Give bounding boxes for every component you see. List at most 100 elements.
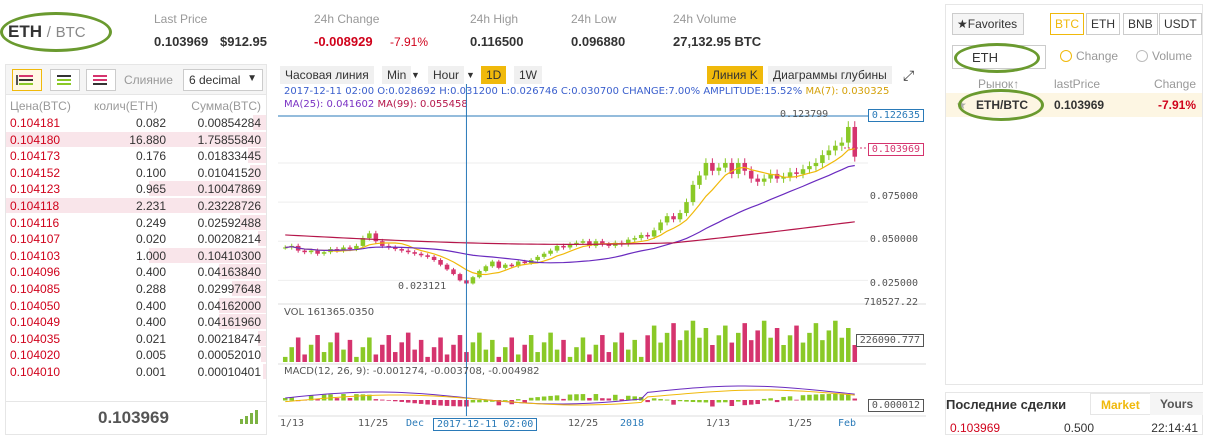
volume-bar xyxy=(451,344,456,362)
volume-bar xyxy=(748,340,754,362)
candle xyxy=(554,245,560,251)
sort-change-radio[interactable]: Change xyxy=(1060,49,1118,63)
volume-bar xyxy=(761,320,767,362)
candle xyxy=(658,222,663,231)
radio-on-icon xyxy=(1060,50,1072,62)
both-sides-view-icon[interactable] xyxy=(12,69,42,91)
volume-bar xyxy=(535,352,540,362)
volume-bar xyxy=(826,330,832,362)
col-change[interactable]: Change xyxy=(1153,77,1196,91)
book-sum: 0.10047869 xyxy=(197,182,261,197)
volume-bar xyxy=(625,349,631,362)
book-row[interactable]: 0.104116 0.249 0.02592488 xyxy=(6,214,266,231)
depth-chart-button[interactable]: Диаграммы глубины xyxy=(768,66,892,84)
volume-bar xyxy=(522,344,527,362)
tab-market[interactable]: Market xyxy=(1090,393,1151,415)
tab-yours[interactable]: Yours xyxy=(1150,393,1204,415)
book-row[interactable]: 0.104123 0.965 0.10047869 xyxy=(6,181,266,197)
macd-bar xyxy=(522,400,527,403)
candle xyxy=(503,264,508,268)
book-price: 0.104085 xyxy=(10,282,61,296)
kline-button[interactable]: Линия K xyxy=(707,66,763,84)
hour-button[interactable]: Hour xyxy=(428,66,465,84)
macd-bar xyxy=(418,400,424,404)
col-market[interactable]: Рынок↑ xyxy=(978,77,1019,91)
change-label: 24h Change xyxy=(314,12,380,26)
vol-marker: 226090.777 xyxy=(855,334,924,347)
volume-bar xyxy=(729,342,735,362)
book-row[interactable]: 0.104020 0.005 0.00052010 xyxy=(6,347,266,363)
candle xyxy=(807,166,812,170)
depth-bar xyxy=(6,198,266,213)
favorites-button[interactable]: ★Favorites xyxy=(952,13,1024,35)
candle xyxy=(567,244,573,248)
macd-bar xyxy=(690,400,696,403)
ma25-text: MA(25): 0.041602 xyxy=(284,99,375,110)
quote-tab-bnb[interactable]: BNB xyxy=(1123,13,1158,35)
candle xyxy=(600,241,605,245)
book-sum: 0.23228726 xyxy=(197,199,261,213)
macd-bar xyxy=(587,398,592,401)
book-row[interactable]: 0.104180 16.880 1.75855840 xyxy=(6,131,266,148)
macd-bar xyxy=(438,400,443,406)
candlestick-chart[interactable] xyxy=(278,64,926,435)
tf-1d-button[interactable]: 1D xyxy=(481,66,507,84)
depth-bar xyxy=(232,281,266,296)
last-price-label: Last Price xyxy=(154,12,208,26)
book-row[interactable]: 0.104085 0.288 0.02997648 xyxy=(6,281,266,297)
book-row[interactable]: 0.104181 0.082 0.00854284 xyxy=(6,115,266,131)
book-row[interactable]: 0.104035 0.021 0.00218474 xyxy=(6,330,266,347)
book-row[interactable]: 0.104107 0.020 0.00208214 xyxy=(6,231,266,247)
candle xyxy=(561,245,566,248)
book-row[interactable]: 0.104050 0.400 0.04162000 xyxy=(6,297,266,314)
quote-tab-usdt[interactable]: USDT xyxy=(1159,13,1202,35)
book-row[interactable]: 0.104103 1.000 0.10410300 xyxy=(6,247,266,264)
candle xyxy=(729,162,735,174)
sort-volume-radio[interactable]: Volume xyxy=(1136,49,1192,63)
book-sum: 0.04163840 xyxy=(197,265,261,280)
last-price-value: 0.103969 xyxy=(154,34,209,49)
book-row[interactable]: 0.104118 2.231 0.23228726 xyxy=(6,198,266,214)
candle xyxy=(645,234,650,237)
candle xyxy=(522,261,527,264)
volume-bar xyxy=(833,320,838,362)
tf-1w-button[interactable]: 1W xyxy=(514,66,542,84)
macd-bar xyxy=(593,394,599,401)
min-button[interactable]: Min xyxy=(382,66,412,84)
decimal-select[interactable]: 6 decimal ▼ xyxy=(183,69,263,91)
quote-tab-btc[interactable]: BTC xyxy=(1050,13,1084,35)
book-row[interactable]: 0.104152 0.100 0.01041520 xyxy=(6,164,266,181)
highlight-oval xyxy=(958,89,1044,121)
candle xyxy=(360,238,366,246)
macd-bar xyxy=(632,396,637,401)
merge-label: Слияние xyxy=(124,73,173,87)
book-row[interactable]: 0.104010 0.001 0.00010401 xyxy=(6,364,266,380)
candle xyxy=(321,252,327,254)
book-row[interactable]: 0.104173 0.176 0.01833445 xyxy=(6,148,266,164)
time-line-button[interactable]: Часовая линия xyxy=(280,66,374,84)
book-sum: 0.00010401 xyxy=(197,365,261,379)
macd-bar xyxy=(742,400,748,406)
pair-sep: / xyxy=(46,24,51,41)
book-price: 0.104118 xyxy=(10,199,60,213)
macd-bar xyxy=(535,397,540,401)
book-row[interactable]: 0.104096 0.400 0.04163840 xyxy=(6,264,266,280)
price-chart-panel: Часовая линия Min ▼ Hour ▼ 1D 1W Линия K… xyxy=(278,64,926,435)
book-row[interactable]: 0.104049 0.400 0.04161960 xyxy=(6,314,266,330)
pair-title[interactable]: ETH / BTC xyxy=(8,22,86,42)
depth-bar xyxy=(258,231,266,247)
bids-view-icon[interactable] xyxy=(50,69,80,91)
ticker-header: ETH / BTC Last Price 0.103969 $912.95 24… xyxy=(0,0,940,62)
caret-down-icon: ▼ xyxy=(411,70,420,80)
quote-tab-eth[interactable]: ETH xyxy=(1086,13,1120,35)
volume-bar xyxy=(328,342,333,362)
caret-down-icon: ▼ xyxy=(466,70,475,80)
macd-bar xyxy=(360,394,366,401)
candle xyxy=(574,242,579,245)
volume-bar xyxy=(541,342,547,362)
col-lastprice[interactable]: lastPrice xyxy=(1054,77,1101,91)
fullscreen-icon[interactable]: ⤢ xyxy=(903,67,915,83)
asks-view-icon[interactable] xyxy=(86,69,116,91)
macd-bar xyxy=(716,400,722,403)
macd-bar xyxy=(457,400,463,407)
